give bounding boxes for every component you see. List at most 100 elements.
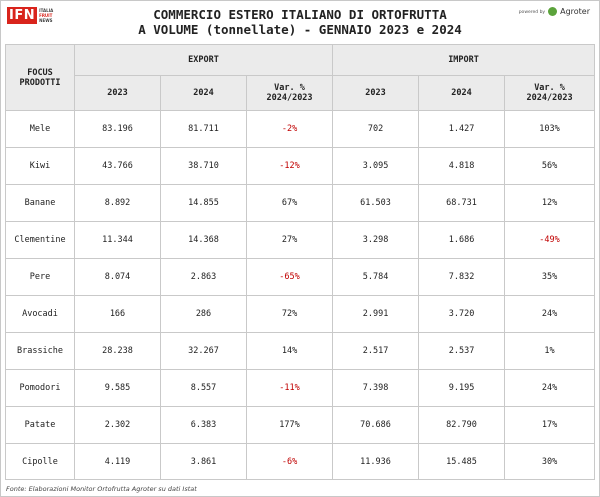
export-2024-cell: 38.710: [160, 147, 247, 185]
import-2024-cell: 3.720: [418, 295, 506, 333]
import-2024-cell: 68.731: [418, 184, 506, 222]
export-2024-cell: 14.368: [160, 221, 247, 259]
import-var-cell: -49%: [504, 221, 596, 259]
export-2024-cell: 286: [160, 295, 247, 333]
export-2023-cell: 83.196: [74, 110, 161, 148]
focus-header-line: PRODOTTI: [19, 77, 61, 88]
import-2023-cell: 2.991: [332, 295, 420, 333]
import-2023-cell: 5.784: [332, 258, 420, 296]
ifn-logo: IFN ITALIA FRUIT NEWS: [7, 7, 53, 24]
import-var-cell: 24%: [504, 295, 596, 333]
focus-header-line: FOCUS: [27, 67, 53, 78]
table-row: Mele 83.196 81.711 -2% 702 1.427 103%: [5, 110, 596, 148]
import-2023-cell: 2.517: [332, 332, 420, 370]
import-2024-cell: 4.818: [418, 147, 506, 185]
trade-table: FOCUS PRODOTTI EXPORT IMPORT 2023 2024 V…: [5, 44, 596, 480]
export-2024-cell: 6.383: [160, 406, 247, 444]
export-header: EXPORT: [73, 44, 334, 76]
import-header: IMPORT: [332, 44, 596, 76]
export-var-cell: 27%: [245, 221, 334, 259]
focus-header: FOCUS PRODOTTI: [5, 44, 75, 111]
import-var-cell: 1%: [504, 332, 596, 370]
import-2023-cell: 11.936: [332, 443, 420, 480]
agroter-logo-icon: [548, 7, 558, 16]
export-var-cell: 177%: [245, 406, 334, 444]
var-header-line: 2024/2023: [266, 93, 313, 103]
import-var-cell: 103%: [504, 110, 596, 148]
title-line-2: A VOLUME (tonnellate) - GENNAIO 2023 e 2…: [138, 22, 462, 37]
import-2024-cell: 82.790: [418, 406, 506, 444]
table-row: Patate 2.302 6.383 177% 70.686 82.790 17%: [5, 406, 596, 444]
var-header-line: Var. %: [274, 83, 305, 93]
export-2024-cell: 3.861: [160, 443, 247, 480]
table-row: Kiwi 43.766 38.710 -12% 3.095 4.818 56%: [5, 147, 596, 185]
import-2024-cell: 2.537: [418, 332, 506, 370]
export-2023-cell: 8.892: [74, 184, 161, 222]
import-2023-cell: 3.095: [332, 147, 420, 185]
export-var-header: Var. % 2024/2023: [245, 75, 334, 111]
import-var-cell: 17%: [504, 406, 596, 444]
table-row: Banane 8.892 14.855 67% 61.503 68.731 12%: [5, 184, 596, 222]
product-cell: Clementine: [5, 221, 75, 259]
product-cell: Kiwi: [5, 147, 75, 185]
import-2024-cell: 7.832: [418, 258, 506, 296]
import-2023-cell: 3.298: [332, 221, 420, 259]
import-var-cell: 30%: [504, 443, 596, 480]
export-2024-cell: 8.557: [160, 369, 247, 407]
export-2024-header: 2024: [160, 75, 247, 111]
export-2023-cell: 28.238: [74, 332, 161, 370]
powered-by-agroter: powered by Agroter: [519, 7, 590, 16]
table-row: Avocadi 166 286 72% 2.991 3.720 24%: [5, 295, 596, 333]
agroter-brand: Agroter: [560, 7, 590, 16]
product-cell: Mele: [5, 110, 75, 148]
table-row: Brassiche 28.238 32.267 14% 2.517 2.537 1%: [5, 332, 596, 370]
var-header-line: 2024/2023: [526, 93, 573, 103]
export-2024-cell: 81.711: [160, 110, 247, 148]
import-var-header: Var. % 2024/2023: [504, 75, 596, 111]
export-2023-cell: 11.344: [74, 221, 161, 259]
table-row: Pomodori 9.585 8.557 -11% 7.398 9.195 24%: [5, 369, 596, 407]
source-footnote: Fonte: Elaborazioni Monitor Ortofrutta A…: [6, 485, 197, 493]
import-2024-cell: 9.195: [418, 369, 506, 407]
logo-sub-line: NEWS: [39, 18, 53, 23]
export-2024-cell: 2.863: [160, 258, 247, 296]
title-line-1: COMMERCIO ESTERO ITALIANO DI ORTOFRUTTA: [153, 7, 447, 22]
product-cell: Avocadi: [5, 295, 75, 333]
export-2024-cell: 14.855: [160, 184, 247, 222]
powered-by-label: powered by: [518, 9, 546, 15]
table-row: Cipolle 4.119 3.861 -6% 11.936 15.485 30%: [5, 443, 596, 480]
import-2023-cell: 702: [332, 110, 420, 148]
export-var-cell: -65%: [245, 258, 334, 296]
import-var-cell: 35%: [504, 258, 596, 296]
export-var-cell: -6%: [245, 443, 334, 480]
export-2023-cell: 9.585: [74, 369, 161, 407]
export-2023-cell: 166: [74, 295, 161, 333]
export-var-cell: 14%: [245, 332, 334, 370]
import-2024-cell: 1.686: [418, 221, 506, 259]
import-2024-cell: 1.427: [418, 110, 506, 148]
var-header-line: Var. %: [534, 83, 565, 93]
export-var-cell: -11%: [245, 369, 334, 407]
import-2023-cell: 70.686: [332, 406, 420, 444]
import-var-cell: 24%: [504, 369, 596, 407]
export-2023-cell: 4.119: [74, 443, 161, 480]
import-var-cell: 12%: [504, 184, 596, 222]
import-2023-cell: 7.398: [332, 369, 420, 407]
export-2023-header: 2023: [74, 75, 161, 111]
logo-subtitle: ITALIA FRUIT NEWS: [39, 8, 53, 23]
product-cell: Brassiche: [5, 332, 75, 370]
product-cell: Banane: [5, 184, 75, 222]
import-var-cell: 56%: [504, 147, 596, 185]
export-2023-cell: 8.074: [74, 258, 161, 296]
product-cell: Pere: [5, 258, 75, 296]
import-2024-cell: 15.485: [418, 443, 506, 480]
export-var-cell: -12%: [245, 147, 334, 185]
export-2023-cell: 2.302: [74, 406, 161, 444]
export-2023-cell: 43.766: [74, 147, 161, 185]
logo-sub-line: FRUIT: [39, 13, 53, 18]
product-cell: Cipolle: [5, 443, 75, 480]
table-row: Pere 8.074 2.863 -65% 5.784 7.832 35%: [5, 258, 596, 296]
logo-sub-line: ITALIA: [39, 8, 54, 13]
product-cell: Pomodori: [5, 369, 75, 407]
export-var-cell: -2%: [245, 110, 334, 148]
